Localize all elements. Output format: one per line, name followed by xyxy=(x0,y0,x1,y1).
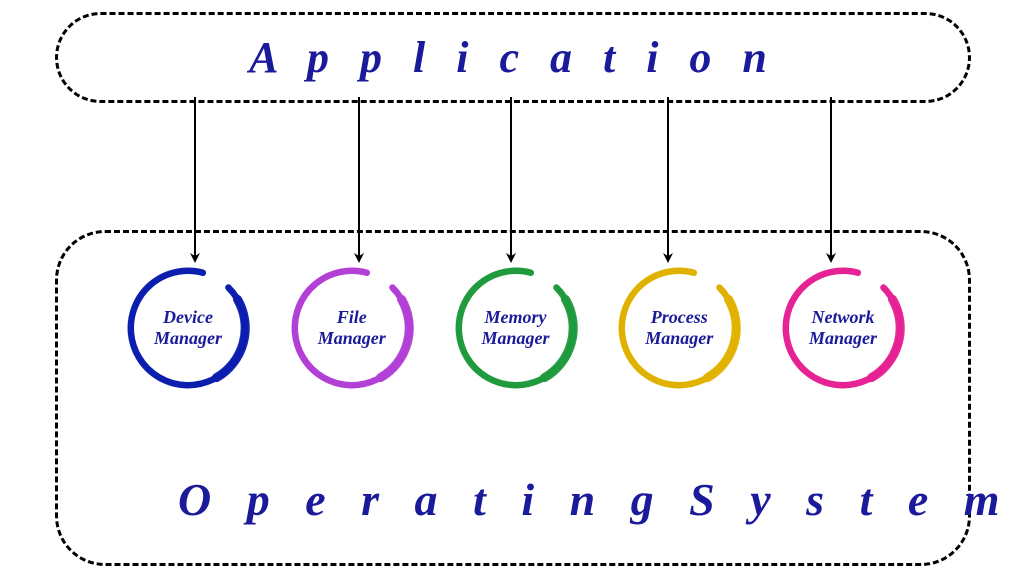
manager-label-line2: Manager xyxy=(154,328,222,349)
manager-label: FileManager xyxy=(318,307,386,348)
manager-label-line1: File xyxy=(318,307,386,328)
manager-label-line1: Device xyxy=(154,307,222,328)
manager-label-line1: Process xyxy=(645,307,713,328)
manager-label: DeviceManager xyxy=(154,307,222,348)
manager-label: ProcessManager xyxy=(645,307,713,348)
arrows-layer xyxy=(0,0,1024,576)
manager-label-line2: Manager xyxy=(318,328,386,349)
manager-label: MemoryManager xyxy=(481,307,549,348)
manager-label-line2: Manager xyxy=(645,328,713,349)
manager-label-line1: Memory xyxy=(481,307,549,328)
manager-label-line2: Manager xyxy=(481,328,549,349)
manager-label-line2: Manager xyxy=(809,328,877,349)
manager-label-line1: Network xyxy=(809,307,877,328)
manager-label: NetworkManager xyxy=(809,307,877,348)
